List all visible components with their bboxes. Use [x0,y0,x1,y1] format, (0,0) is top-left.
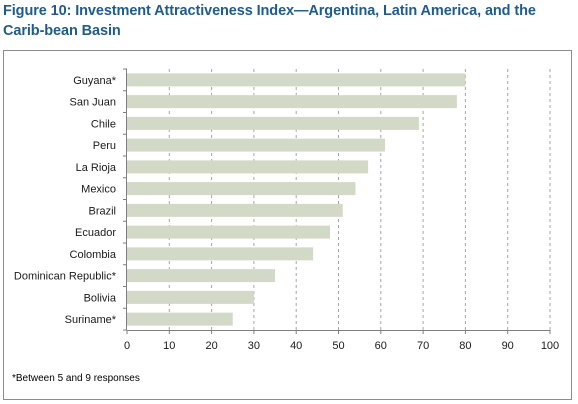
bar [127,116,419,130]
x-tick-label: 90 [502,340,514,352]
bar [127,182,356,196]
bar [127,203,343,217]
category-label: Bolivia [84,292,117,304]
x-tick-label: 100 [541,340,559,352]
bar [127,95,457,109]
x-tick-label: 80 [459,340,471,352]
category-label: Dominican Republic* [14,271,117,283]
bar [127,73,466,87]
category-label: Mexico [81,184,116,196]
x-tick-label: 10 [163,340,175,352]
bar [127,312,233,326]
bars [127,73,466,326]
figure-title: Figure 10: Investment Attractiveness Ind… [3,3,536,39]
category-label: Chile [91,118,116,130]
x-tick-label: 40 [290,340,302,352]
category-labels: Guyana* San Juan Chile Peru La Rioja Mexico Br… [14,75,117,326]
x-tick-label: 50 [332,340,344,352]
bar [127,269,276,283]
bar [127,160,369,174]
x-tick-label: 30 [248,340,260,352]
bar [127,138,386,152]
x-tick-label: 60 [375,340,387,352]
category-label: San Juan [70,97,116,109]
x-tick-label: 70 [417,340,429,352]
x-axis: 0 10 20 30 40 50 60 70 80 90 100 [123,68,559,352]
bar [127,247,314,261]
category-label: Peru [93,140,116,152]
category-label: Ecuador [75,227,116,239]
footnote: *Between 5 and 9 responses [12,373,140,384]
category-label: La Rioja [76,162,117,174]
category-label: Suriname* [65,314,117,326]
chart-frame [3,50,572,400]
category-label: Guyana* [73,75,117,87]
bar [127,225,331,239]
category-label: Colombia [70,249,117,261]
gridlines [168,69,551,330]
category-label: Brazil [88,205,116,217]
bar [127,290,254,304]
x-tick-label: 20 [205,340,217,352]
x-tick-label: 0 [124,340,130,352]
